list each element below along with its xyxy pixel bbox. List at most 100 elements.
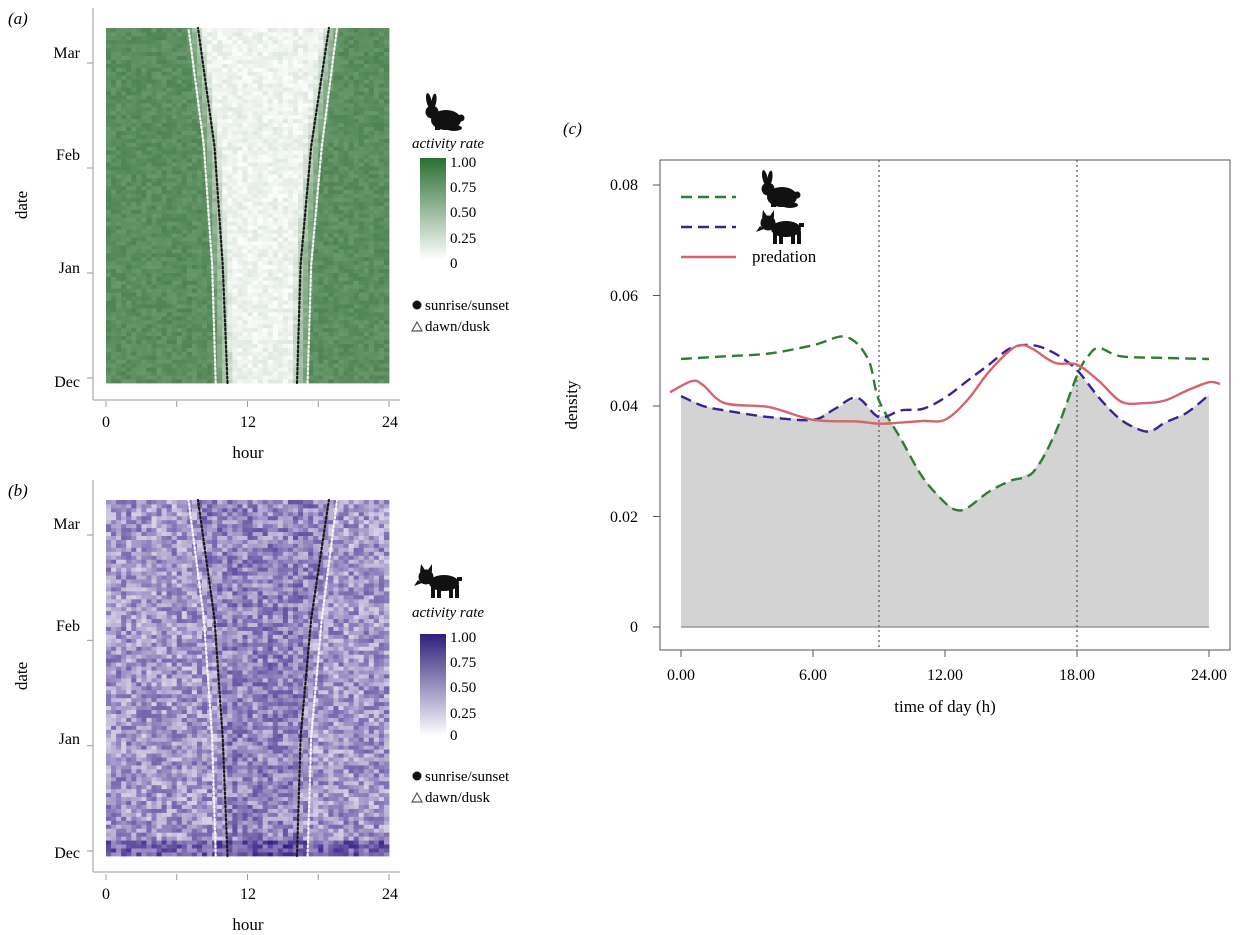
heat-cell xyxy=(303,102,309,108)
heat-cell xyxy=(232,229,238,234)
heat-cell xyxy=(166,55,173,60)
heat-cell xyxy=(343,130,349,135)
heat-cell xyxy=(232,276,238,281)
heat-cell xyxy=(141,55,147,60)
heat-cell xyxy=(176,189,183,195)
heat-cell xyxy=(262,134,269,139)
heat-cell xyxy=(131,213,137,218)
heat-cell xyxy=(136,288,142,293)
heat-cell xyxy=(217,252,223,258)
heat-cell xyxy=(227,209,233,214)
heat-cell xyxy=(338,355,344,360)
heat-cell xyxy=(161,319,168,325)
heat-cell xyxy=(338,35,344,41)
heat-cell xyxy=(353,162,360,167)
heat-cell xyxy=(186,312,193,317)
heat-cell xyxy=(333,189,339,195)
heat-cell xyxy=(141,252,147,258)
heat-cell xyxy=(272,154,279,159)
heat-cell xyxy=(161,339,168,344)
heat-cell xyxy=(363,205,370,210)
heat-cell xyxy=(358,201,365,206)
heat-cell xyxy=(267,300,274,305)
heat-cell xyxy=(272,75,279,80)
heat-cell xyxy=(267,296,274,301)
heat-cell xyxy=(383,375,390,380)
heat-cell xyxy=(353,308,360,313)
heat-cell xyxy=(247,288,253,293)
heat-cell xyxy=(126,55,132,60)
heat-cell xyxy=(217,308,223,313)
heat-cell xyxy=(181,173,188,179)
heat-cell xyxy=(196,122,203,128)
heat-cell xyxy=(202,126,208,131)
heat-cell xyxy=(232,51,238,57)
heat-cell xyxy=(272,225,279,230)
heat-cell xyxy=(378,300,385,305)
heat-cell xyxy=(257,304,264,309)
heat-cell xyxy=(277,170,284,175)
heat-cell xyxy=(166,130,173,135)
heat-cell xyxy=(141,327,147,333)
heat-cell xyxy=(227,138,233,143)
heat-cell xyxy=(186,173,193,179)
heat-cell xyxy=(121,122,127,128)
heat-cell xyxy=(136,170,142,175)
heat-cell xyxy=(257,43,264,49)
heat-cell xyxy=(151,51,157,57)
heat-cell xyxy=(151,225,157,230)
heat-cell xyxy=(318,189,324,195)
heat-cell xyxy=(161,343,168,348)
heat-cell xyxy=(141,319,147,325)
heat-cell xyxy=(298,205,304,210)
heat-cell xyxy=(212,138,218,143)
heat-cell xyxy=(267,154,274,159)
heat-cell xyxy=(267,150,274,155)
heat-cell xyxy=(212,241,218,246)
heat-cell xyxy=(378,95,385,100)
heat-cell xyxy=(126,264,132,270)
heat-cell xyxy=(277,248,284,254)
heat-cell xyxy=(151,312,157,317)
heat-cell xyxy=(202,363,208,368)
heat-cell xyxy=(298,181,304,187)
heat-cell xyxy=(277,308,284,313)
heat-cell xyxy=(313,304,319,309)
heat-cell xyxy=(267,260,274,266)
heat-cell xyxy=(323,177,329,183)
heat-cell xyxy=(171,197,178,202)
heat-cell xyxy=(343,213,349,218)
heat-cell xyxy=(161,327,168,333)
heat-cell xyxy=(227,292,233,297)
heat-cell xyxy=(227,63,233,68)
heat-cell xyxy=(222,359,228,364)
heat-cell xyxy=(358,67,365,72)
heat-cell xyxy=(277,244,284,250)
heat-cell xyxy=(257,367,264,372)
heat-cell xyxy=(282,217,289,222)
heat-cell xyxy=(338,114,344,120)
heat-cell xyxy=(196,323,203,329)
heat-cell xyxy=(242,95,248,100)
heat-cell xyxy=(257,35,264,41)
heat-cell xyxy=(146,55,152,60)
heat-cell xyxy=(196,142,203,147)
heat-cell xyxy=(252,296,258,301)
heat-cell xyxy=(121,233,127,238)
heat-cell xyxy=(116,185,122,191)
heat-cell xyxy=(247,217,253,222)
heat-cell xyxy=(353,63,360,68)
heat-cell xyxy=(136,193,142,199)
heat-cell xyxy=(181,327,188,333)
heat-cell xyxy=(186,146,193,151)
heat-cell xyxy=(247,47,253,53)
heat-cell xyxy=(257,118,264,124)
heat-cell xyxy=(227,288,233,293)
heat-cell xyxy=(373,31,380,37)
heat-cell xyxy=(333,166,339,171)
heat-cell xyxy=(186,272,193,277)
heat-cell xyxy=(292,91,299,96)
heat-cell xyxy=(121,237,127,242)
heat-cell xyxy=(166,63,173,68)
heat-cell xyxy=(242,47,248,53)
